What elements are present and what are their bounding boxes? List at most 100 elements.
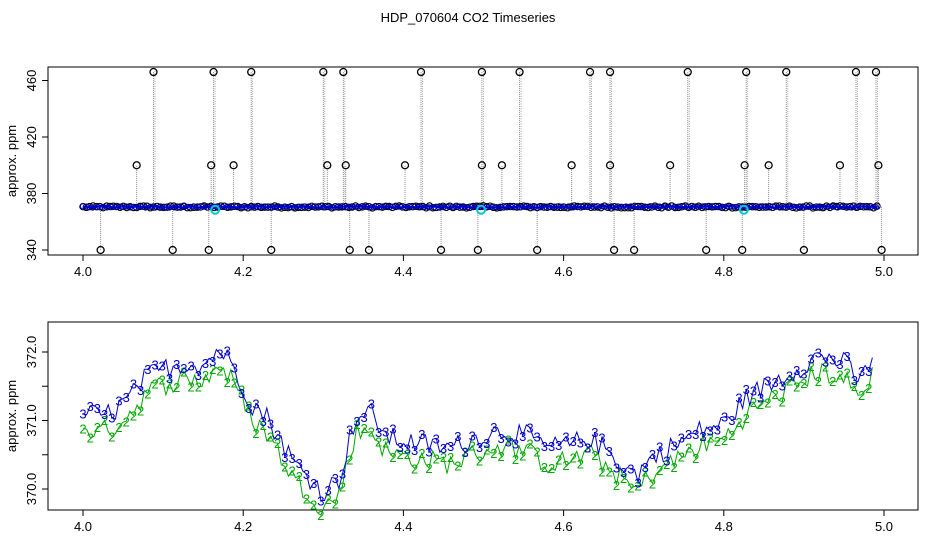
x-tick-label-bottom: 4.2 — [234, 519, 252, 534]
series-3-point: 3 — [397, 440, 404, 455]
series-2-point: 2 — [779, 395, 786, 410]
series-3-point: 3 — [195, 368, 202, 383]
series-2-point: 2 — [815, 374, 822, 389]
spike-point — [585, 67, 595, 77]
series-2-point: 2 — [281, 459, 288, 474]
panel-bottom: approx. ppm 4.0 4.2 4.4 4.6 4.8 5.0 370.0 371.0… — [4, 321, 919, 534]
series-3-point: 3 — [584, 441, 591, 456]
series-2-point: 2 — [123, 414, 130, 429]
series-3-point: 3 — [548, 439, 555, 454]
series-3-point: 3 — [851, 373, 858, 388]
series-3-point: 3 — [101, 407, 108, 422]
bottom-axes: 4.0 4.2 4.4 4.6 4.8 5.0 370.0 371.0 372.0 — [24, 336, 893, 534]
series-3-point: 3 — [231, 360, 238, 375]
series-2-point: 2 — [260, 418, 267, 433]
spike-point — [207, 161, 216, 170]
series-2-point: 2 — [332, 496, 339, 511]
series-2-point: 2 — [252, 426, 259, 441]
series-2-point: 2 — [598, 464, 605, 479]
series-2-point: 2 — [800, 376, 807, 391]
spike-point — [477, 67, 487, 77]
series-3-point: 3 — [79, 407, 86, 422]
spike-point — [209, 67, 218, 77]
spike-point — [629, 245, 639, 255]
series-3-point: 3 — [469, 428, 476, 443]
series-2-point: 2 — [829, 374, 836, 389]
series-3-point: 3 — [332, 471, 339, 486]
series-3-point: 3 — [685, 427, 692, 442]
spike-point — [149, 67, 158, 77]
series-3-point: 3 — [137, 383, 144, 398]
series-2-point: 2 — [231, 375, 238, 390]
series-2-point: 2 — [433, 451, 440, 466]
spike-point — [323, 161, 332, 170]
series-2-point: 2 — [735, 415, 742, 430]
spike-point — [782, 67, 791, 77]
series-3-point: 3 — [620, 465, 627, 480]
series-2-point: 2 — [303, 492, 310, 507]
top-spike-lines — [100, 68, 883, 250]
series-3-point: 3 — [793, 363, 800, 378]
series-3-point: 3 — [252, 397, 259, 412]
series-3-point: 3 — [346, 423, 353, 438]
series-2-point: 2 — [642, 465, 649, 480]
series-3-point: 3 — [707, 424, 714, 439]
y-tick-label-top: 380 — [24, 183, 39, 205]
series-2-point: 2 — [678, 449, 685, 464]
spike-point — [851, 67, 861, 77]
series-3-point: 3 — [505, 434, 512, 449]
series-3-point: 3 — [483, 436, 490, 451]
series-3-point: 3 — [764, 374, 771, 389]
series-2-point: 2 — [361, 421, 368, 436]
spike-point — [477, 161, 487, 170]
spike-point — [533, 245, 542, 255]
series-2-point: 2 — [555, 452, 562, 467]
series-2-point: 2 — [613, 478, 620, 493]
series-2-point: 2 — [526, 437, 533, 452]
spike-point — [742, 67, 751, 77]
highlight-point — [210, 204, 221, 215]
series-2-point: 2 — [671, 460, 678, 475]
series-3-point: 3 — [238, 386, 245, 401]
x-tick-label-top: 4.4 — [394, 264, 412, 279]
series-3-point: 3 — [728, 413, 735, 428]
series-3-point: 3 — [166, 371, 173, 386]
series-2-point: 2 — [418, 446, 425, 461]
series-2-point: 2 — [721, 433, 728, 448]
spike-point — [341, 161, 350, 170]
series-3-point: 3 — [425, 444, 432, 459]
spike-point — [764, 161, 773, 170]
series-2-point: 2 — [786, 374, 793, 389]
spike-point — [436, 245, 446, 255]
series-3-point: 3 — [498, 431, 505, 446]
series-3-point: 3 — [224, 343, 231, 358]
series-2-point: 2 — [339, 480, 346, 495]
series-2-point: 2 — [195, 379, 202, 394]
series-3-point: 3 — [404, 441, 411, 456]
series-3-point: 3 — [606, 444, 613, 459]
x-tick-label-bottom: 4.8 — [715, 519, 733, 534]
series-2-point: 2 — [209, 362, 216, 377]
series-2-point: 2 — [858, 388, 865, 403]
series-2-point: 2 — [490, 446, 497, 461]
series-2-point: 2 — [562, 458, 569, 473]
series-3-point: 3 — [858, 364, 865, 379]
highlight-point — [738, 204, 749, 215]
y-axis-label-bottom: approx. ppm — [4, 380, 19, 452]
x-tick-label-top: 5.0 — [875, 264, 893, 279]
series-2-point: 2 — [440, 450, 447, 465]
series-3-point: 3 — [642, 460, 649, 475]
series-2-point: 2 — [822, 359, 829, 374]
series-2-point: 2 — [764, 396, 771, 411]
spike-point — [835, 161, 845, 170]
highlight-point — [476, 204, 487, 215]
spike-point — [665, 161, 675, 170]
spike-point — [168, 245, 177, 255]
series-2-point: 2 — [577, 456, 584, 471]
series-3-point: 3 — [180, 361, 187, 376]
spike-point — [497, 161, 507, 170]
series-2-point: 2 — [541, 460, 548, 475]
series-2-point: 2 — [461, 445, 468, 460]
spike-point — [874, 161, 883, 170]
y-tick-label-top: 460 — [24, 70, 39, 92]
